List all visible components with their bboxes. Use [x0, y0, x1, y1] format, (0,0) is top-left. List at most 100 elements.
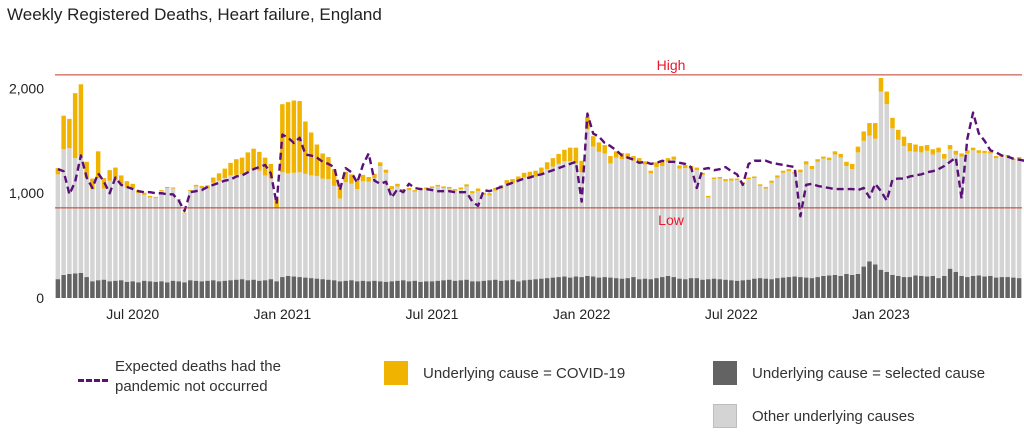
bar-covid [377, 162, 383, 166]
bar-covid [746, 177, 751, 180]
bar-selected-cause [516, 281, 521, 298]
bar-selected-cause [740, 280, 746, 298]
bar-covid [188, 190, 193, 192]
bar-other-causes [757, 185, 763, 279]
bar-other-causes [211, 182, 216, 281]
bar-selected-cause [999, 277, 1005, 298]
bars-layer [55, 78, 1022, 298]
bar-other-causes [786, 171, 792, 278]
bar-other-causes [953, 154, 959, 272]
bar-selected-cause [838, 276, 843, 298]
bar-other-causes [130, 188, 135, 282]
bar-covid [360, 174, 366, 182]
bar-selected-cause [257, 280, 262, 298]
bar-other-causes [153, 197, 158, 282]
bar-covid [924, 145, 930, 151]
bar-covid [596, 142, 602, 152]
bar-other-causes [849, 169, 855, 275]
bar-covid [907, 142, 912, 152]
bar-covid [504, 180, 510, 184]
bar-selected-cause [222, 280, 228, 298]
bar-other-causes [815, 161, 820, 278]
bar-selected-cause [780, 277, 786, 298]
bar-selected-cause [878, 269, 884, 298]
bar-covid [861, 131, 866, 141]
bar-selected-cause [124, 281, 130, 298]
bar-covid [660, 161, 665, 166]
bar-selected-cause [556, 277, 561, 298]
bar-covid [769, 180, 774, 183]
bar-selected-cause [118, 280, 124, 298]
bar-other-causes [533, 176, 538, 280]
bar-covid [331, 169, 337, 186]
bar-covid [366, 177, 371, 182]
bar-other-causes [942, 158, 947, 276]
bar-covid [567, 147, 573, 162]
bar-selected-cause [205, 280, 210, 298]
bar-selected-cause [280, 277, 285, 298]
bar-covid [222, 168, 228, 179]
bar-selected-cause [988, 276, 993, 298]
bar-covid [124, 181, 130, 188]
bar-other-causes [838, 157, 843, 276]
bar-selected-cause [441, 280, 446, 298]
bar-other-causes [544, 169, 550, 279]
bar-selected-cause [1005, 277, 1010, 298]
legend-selected-label: Underlying cause = selected cause [752, 365, 986, 382]
bar-other-causes [936, 152, 941, 279]
bar-other-causes [464, 186, 469, 280]
bar-covid [878, 78, 884, 92]
bar-selected-cause [723, 279, 728, 298]
covid-legend-swatch [384, 361, 408, 385]
bar-selected-cause [671, 277, 677, 298]
bar-selected-cause [947, 268, 953, 298]
bar-other-causes [280, 172, 285, 278]
threshold-label-high: High [657, 57, 686, 73]
bar-other-causes [429, 188, 435, 282]
bar-selected-cause [636, 279, 642, 298]
bar-covid [424, 187, 429, 190]
bar-covid [372, 173, 377, 179]
bar-other-causes [165, 188, 170, 283]
bar-covid [199, 185, 205, 188]
bar-other-causes [752, 178, 757, 279]
bar-covid [118, 175, 124, 184]
bar-covid [803, 161, 809, 165]
bar-covid [280, 104, 285, 173]
bar-selected-cause [752, 278, 757, 298]
bar-covid [700, 172, 705, 175]
bar-covid [613, 151, 619, 158]
bar-other-causes [400, 191, 406, 281]
bar-other-causes [642, 164, 648, 279]
bar-covid [602, 145, 607, 154]
bar-selected-cause [372, 280, 377, 298]
bar-selected-cause [544, 278, 550, 298]
bar-selected-cause [245, 280, 251, 298]
bar-selected-cause [262, 280, 268, 298]
expected-deaths-line [57, 111, 1024, 218]
bar-other-causes [377, 166, 383, 282]
bar-other-causes [320, 178, 325, 280]
bar-other-causes [625, 158, 630, 279]
bar-other-causes [95, 177, 101, 281]
bar-covid [354, 180, 360, 190]
bar-selected-cause [326, 279, 331, 298]
bar-selected-cause [936, 278, 941, 298]
bar-other-causes [717, 178, 723, 280]
bar-covid [901, 136, 907, 147]
bar-covid [855, 146, 861, 153]
chart-title: Weekly Registered Deaths, Heart failure,… [7, 5, 382, 24]
bar-selected-cause [590, 276, 596, 298]
bar-selected-cause [527, 279, 533, 298]
bar-selected-cause [349, 280, 354, 298]
bar-covid [441, 186, 446, 188]
bar-other-causes [527, 177, 533, 280]
bar-covid [435, 184, 441, 187]
bar-selected-cause [832, 274, 838, 298]
bar-covid [303, 121, 308, 174]
bar-other-causes [372, 178, 377, 281]
bar-selected-cause [815, 277, 820, 298]
bar-selected-cause [677, 278, 682, 298]
bar-covid [176, 199, 181, 200]
bar-other-causes [665, 161, 671, 276]
